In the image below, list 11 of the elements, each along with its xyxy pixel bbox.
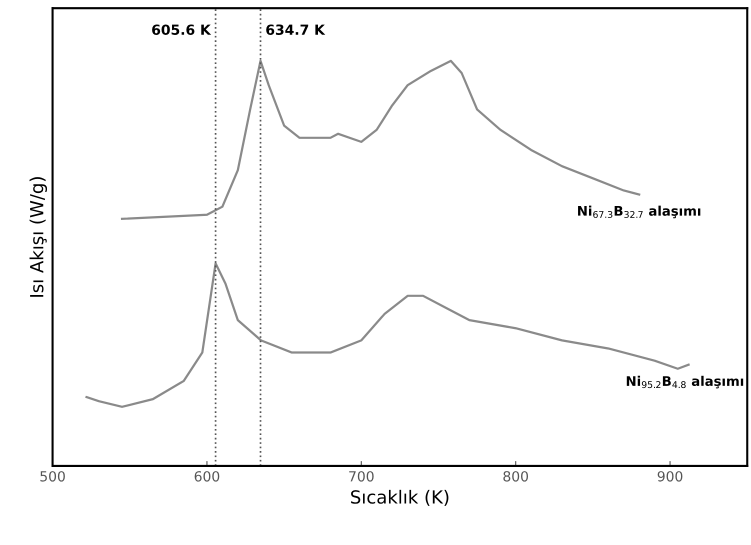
series-label: Ni$_{67.3}$B$_{32.7}$ alaşımı: [578, 206, 700, 218]
x-tick-label: 800: [503, 471, 528, 482]
x-tick-label: 500: [40, 471, 65, 482]
series-label: Ni$_{95.2}$B$_{4.8}$ alaşımı: [626, 376, 744, 388]
x-tick-label: 600: [194, 471, 220, 482]
y-axis-title: Isı Akışı (W/g): [30, 177, 48, 297]
x-tick-label: 700: [349, 471, 374, 482]
x-axis-title: Sıcaklık (K): [351, 490, 448, 506]
ref-line-label: 634.7 K: [266, 24, 326, 35]
x-tick-label: 900: [658, 471, 682, 482]
ref-line-label: 605.6 K: [152, 24, 212, 35]
